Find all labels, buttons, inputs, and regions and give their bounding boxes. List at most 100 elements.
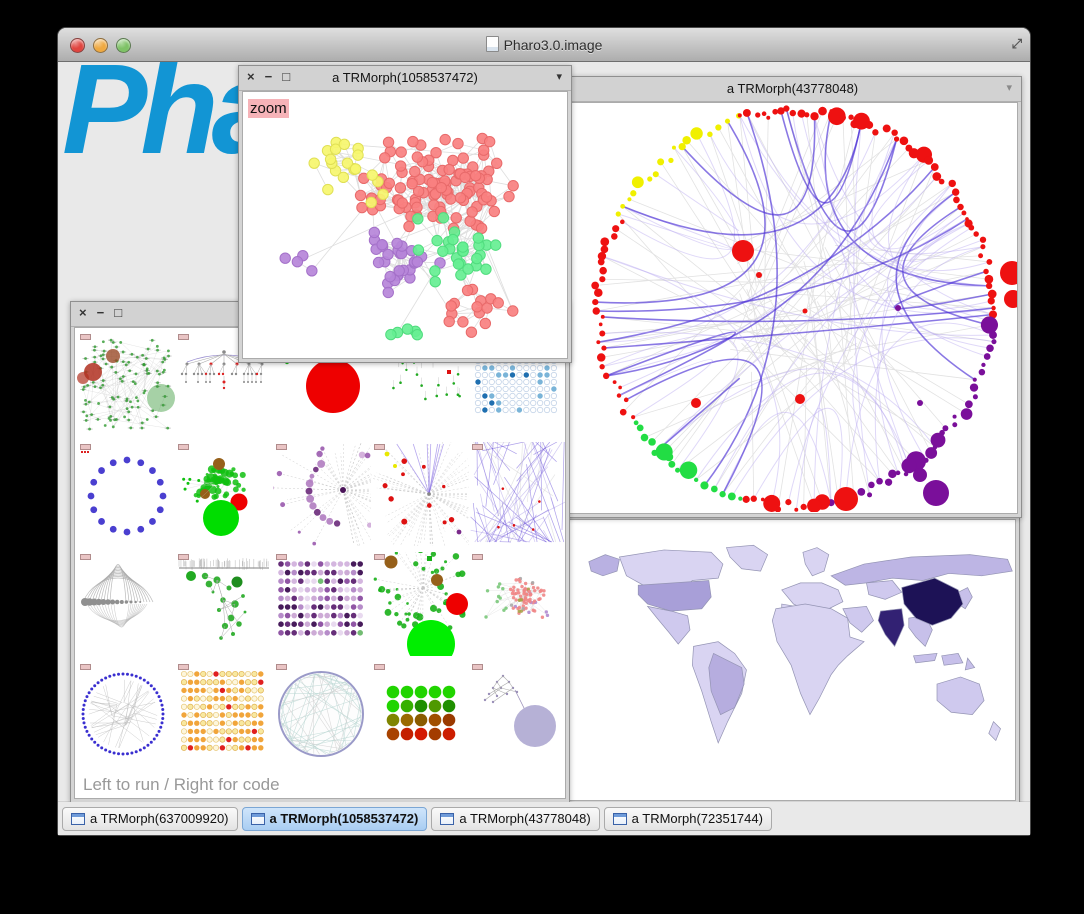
window-circle-graph[interactable]: a TRMorph(43778048) ▾: [563, 76, 1022, 518]
taskbar-item[interactable]: a TRMorph(637009920): [62, 806, 238, 831]
window-icon: [250, 812, 265, 825]
circle-graph-canvas[interactable]: [568, 103, 1017, 512]
thumbnail-pinknet[interactable]: [469, 552, 565, 662]
window-world-map[interactable]: [565, 516, 1020, 802]
map-region-china[interactable]: [901, 577, 964, 626]
thumbnail-canvas: [81, 564, 154, 628]
taskbar-item-label: a TRMorph(1058537472): [269, 811, 419, 826]
os-titlebar[interactable]: Pharo3.0.image ⤢: [58, 28, 1030, 62]
os-window-title-wrap: Pharo3.0.image: [58, 36, 1030, 53]
thumbnail-tag: [276, 444, 287, 450]
thumbnail-pradial[interactable]: [273, 442, 371, 552]
expand-window-icon[interactable]: □: [114, 305, 123, 320]
thumbnail-mesh[interactable]: [273, 662, 371, 772]
taskbar-item[interactable]: a TRMorph(43778048): [431, 806, 600, 831]
thumbnail-lavball[interactable]: [469, 662, 565, 772]
os-window-title: Pharo3.0.image: [503, 37, 603, 53]
map-region-greenland[interactable]: [725, 544, 769, 572]
thumbnail-canvas: [278, 671, 364, 757]
thumbnail-dotring[interactable]: [77, 662, 175, 772]
zoom-button[interactable]: [116, 38, 131, 53]
window-gallery[interactable]: × − □ Left to run / Right for code: [70, 301, 570, 802]
window-force-graph[interactable]: × − □ a TRMorph(1058537472) ▾ zoom: [238, 65, 572, 363]
thumbnail-canvas: [273, 442, 371, 546]
map-region-australia[interactable]: [936, 676, 985, 715]
thumbnail-tag: [472, 444, 483, 450]
window-icon: [440, 812, 455, 825]
thumbnail-bluering[interactable]: [77, 442, 175, 552]
traffic-lights: [70, 38, 131, 53]
taskbar-item[interactable]: a TRMorph(72351744): [603, 806, 772, 831]
map-region-russia[interactable]: [830, 554, 1013, 586]
thumbnail-tag: [80, 444, 91, 450]
thumbnail-canvas: [373, 552, 468, 656]
window-icon: [612, 812, 627, 825]
pharo-desktop[interactable]: Pha × − □ Left to run / Right for code a…: [58, 62, 1030, 802]
window-menu-icon[interactable]: ▾: [1006, 82, 1012, 94]
thumbnail-tag: [178, 334, 189, 340]
graph-body: zoom: [242, 91, 568, 359]
thumbnail-tag: [472, 664, 483, 670]
thumbnail-colorgrid[interactable]: [371, 662, 469, 772]
map-body: [569, 519, 1016, 801]
minimize-window-icon[interactable]: −: [264, 69, 273, 84]
fullscreen-icon[interactable]: ⤢: [1011, 36, 1022, 51]
close-window-icon[interactable]: ×: [247, 69, 255, 84]
window-menu-icon[interactable]: ▾: [556, 71, 562, 83]
taskbar: a TRMorph(637009920) a TRMorph(1058537472…: [58, 801, 1030, 835]
thumbnail-dense[interactable]: [77, 332, 175, 442]
map-region-central_asia[interactable]: [866, 580, 903, 600]
map-region-mexico[interactable]: [646, 605, 691, 645]
map-region-indonesia[interactable]: [913, 653, 976, 671]
thumbnail-grid: [77, 332, 565, 772]
thumbnail-tag: [374, 444, 385, 450]
thumbnail-pmatrix[interactable]: [273, 552, 371, 662]
map-region-africa[interactable]: [771, 603, 865, 716]
window-title: a TRMorph(43778048): [726, 81, 859, 96]
taskbar-item-label: a TRMorph(637009920): [90, 811, 229, 826]
map-region-usa[interactable]: [637, 580, 712, 612]
map-region-middle_east[interactable]: [842, 606, 874, 633]
thumbnail-tag: [80, 334, 91, 340]
map-region-alaska[interactable]: [588, 554, 620, 577]
thumbnail-canvas: [81, 672, 165, 756]
thumbnail-canvas: [182, 458, 248, 536]
minimize-window-icon[interactable]: −: [96, 305, 105, 320]
thumbnail-tag: [472, 554, 483, 560]
circle-titlebar[interactable]: a TRMorph(43778048) ▾: [564, 77, 1021, 102]
gallery-body: Left to run / Right for code: [74, 327, 566, 799]
graph-window-controls: × − □: [247, 69, 290, 84]
taskbar-item-label: a TRMorph(72351744): [631, 811, 763, 826]
zoom-label: zoom: [248, 99, 289, 118]
minimize-button[interactable]: [93, 38, 108, 53]
thumbnail-canvas: [371, 442, 469, 546]
thumbnail-greenblob[interactable]: [175, 442, 273, 552]
graph-titlebar[interactable]: × − □ a TRMorph(1058537472) ▾: [239, 66, 571, 91]
thumbnail-canvas: [386, 685, 456, 741]
thumbnail-blueburst[interactable]: [469, 442, 565, 552]
thumbnail-canvas: [180, 670, 264, 751]
thumbnail-gradial[interactable]: [371, 552, 469, 662]
map-region-brazil[interactable]: [708, 652, 745, 716]
taskbar-item[interactable]: a TRMorph(1058537472): [241, 806, 428, 831]
map-region-scandinavia[interactable]: [802, 547, 830, 577]
thumbnail-tag: [178, 554, 189, 560]
world-map-canvas[interactable]: [570, 520, 1016, 801]
expand-window-icon[interactable]: □: [282, 69, 291, 84]
window-icon: [71, 812, 85, 825]
thumbnail-omatrix[interactable]: [175, 662, 273, 772]
thumbnail-canvas: [470, 442, 565, 543]
close-button[interactable]: [70, 38, 85, 53]
map-region-india[interactable]: [877, 608, 905, 648]
map-region-new_zealand[interactable]: [988, 721, 1001, 742]
thumbnail-arcs[interactable]: [77, 552, 175, 662]
force-graph-canvas[interactable]: [243, 92, 567, 358]
thumbnail-canvas: [178, 558, 269, 640]
close-window-icon[interactable]: ×: [79, 305, 87, 320]
thumbnail-canvas: [77, 338, 175, 431]
thumbnail-rradial[interactable]: [371, 442, 469, 552]
taskbar-item-label: a TRMorph(43778048): [459, 811, 591, 826]
map-region-canada[interactable]: [618, 549, 724, 591]
thumbnail-tag: [276, 554, 287, 560]
thumbnail-canopy[interactable]: [175, 552, 273, 662]
